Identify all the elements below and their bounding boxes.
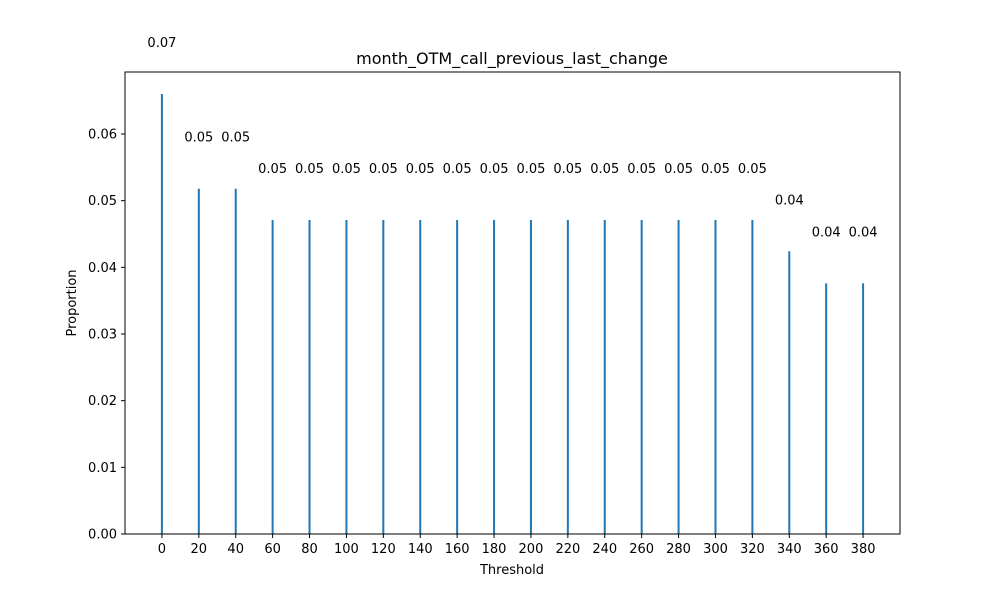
bar-value-label-10: 0.05 xyxy=(516,162,545,177)
bar-9 xyxy=(493,220,496,534)
bar-value-label-1: 0.05 xyxy=(184,131,213,146)
x-tick-label-6: 120 xyxy=(371,542,396,557)
y-tick-label-0: 0.00 xyxy=(88,528,117,543)
x-tick-label-3: 60 xyxy=(264,542,281,557)
bar-value-label-5: 0.05 xyxy=(332,162,361,177)
bar-labels-group: 0.07 0.05 0.05 0.05 0.05 0.05 0.05 0.05 0.05 0.05… xyxy=(147,36,877,240)
bar-value-label-3: 0.05 xyxy=(258,162,287,177)
x-tick-label-9: 180 xyxy=(482,542,507,557)
bar-19 xyxy=(862,283,865,534)
x-tick-label-15: 300 xyxy=(703,542,728,557)
bar-value-label-4: 0.05 xyxy=(295,162,324,177)
bar-18 xyxy=(825,283,828,534)
bar-11 xyxy=(566,220,569,534)
y-tick-label-5: 0.05 xyxy=(88,194,117,209)
bar-value-label-13: 0.05 xyxy=(627,162,656,177)
x-axis-ticks: 0 20 40 60 80 100 120 140 160 180 200 220 240 260 280 3… xyxy=(158,534,876,557)
bar-value-label-2: 0.05 xyxy=(221,131,250,146)
y-tick-label-6: 0.06 xyxy=(88,128,117,143)
bar-12 xyxy=(603,220,606,534)
bar-value-label-15: 0.05 xyxy=(701,162,730,177)
x-tick-label-8: 160 xyxy=(445,542,470,557)
bars-group xyxy=(160,94,865,535)
x-tick-label-7: 140 xyxy=(408,542,433,557)
bar-value-label-17: 0.04 xyxy=(775,193,804,208)
bar-0 xyxy=(160,94,163,534)
x-tick-label-0: 0 xyxy=(158,542,166,557)
x-tick-label-4: 80 xyxy=(301,542,318,557)
bar-value-label-12: 0.05 xyxy=(590,162,619,177)
x-tick-label-18: 360 xyxy=(814,542,839,557)
y-axis-label: Proportion xyxy=(65,269,80,336)
bar-4 xyxy=(308,220,311,534)
x-tick-label-1: 20 xyxy=(191,542,208,557)
x-tick-label-16: 320 xyxy=(740,542,765,557)
bar-value-label-7: 0.05 xyxy=(406,162,435,177)
plot-area-frame xyxy=(124,71,901,535)
y-tick-label-4: 0.04 xyxy=(88,261,117,276)
bar-6 xyxy=(382,220,385,534)
x-tick-label-12: 240 xyxy=(592,542,617,557)
x-tick-label-14: 280 xyxy=(666,542,691,557)
x-axis-label: Threshold xyxy=(479,563,544,578)
bar-5 xyxy=(345,220,348,534)
bar-value-label-11: 0.05 xyxy=(553,162,582,177)
bar-value-label-16: 0.05 xyxy=(738,162,767,177)
bar-value-label-19: 0.04 xyxy=(849,225,878,240)
x-tick-label-13: 260 xyxy=(629,542,654,557)
x-tick-label-2: 40 xyxy=(227,542,244,557)
bar-17 xyxy=(788,251,791,534)
bar-value-label-14: 0.05 xyxy=(664,162,693,177)
bar-value-label-18: 0.04 xyxy=(812,225,841,240)
bar-14 xyxy=(677,220,680,534)
bar-16 xyxy=(751,220,754,534)
x-tick-label-11: 220 xyxy=(555,542,580,557)
x-tick-label-17: 340 xyxy=(777,542,802,557)
x-tick-label-19: 380 xyxy=(851,542,876,557)
x-tick-label-10: 200 xyxy=(519,542,544,557)
bar-value-label-8: 0.05 xyxy=(443,162,472,177)
bar-8 xyxy=(456,220,459,534)
y-tick-label-1: 0.01 xyxy=(88,461,117,476)
y-axis-ticks: 0.00 0.01 0.02 0.03 0.04 0.05 0.06 xyxy=(88,128,125,543)
bar-1 xyxy=(197,188,200,535)
bar-value-label-9: 0.05 xyxy=(480,162,509,177)
bar-13 xyxy=(640,220,643,534)
bar-15 xyxy=(714,220,717,534)
bar-2 xyxy=(234,188,237,535)
bar-value-label-6: 0.05 xyxy=(369,162,398,177)
bar-value-label-0: 0.07 xyxy=(147,36,176,51)
bar-3 xyxy=(271,220,274,534)
bar-7 xyxy=(419,220,422,534)
bar-10 xyxy=(529,220,532,534)
y-tick-label-3: 0.03 xyxy=(88,328,117,343)
x-tick-label-5: 100 xyxy=(334,542,359,557)
chart-title: month_OTM_call_previous_last_change xyxy=(356,49,668,69)
y-tick-label-2: 0.02 xyxy=(88,394,117,409)
